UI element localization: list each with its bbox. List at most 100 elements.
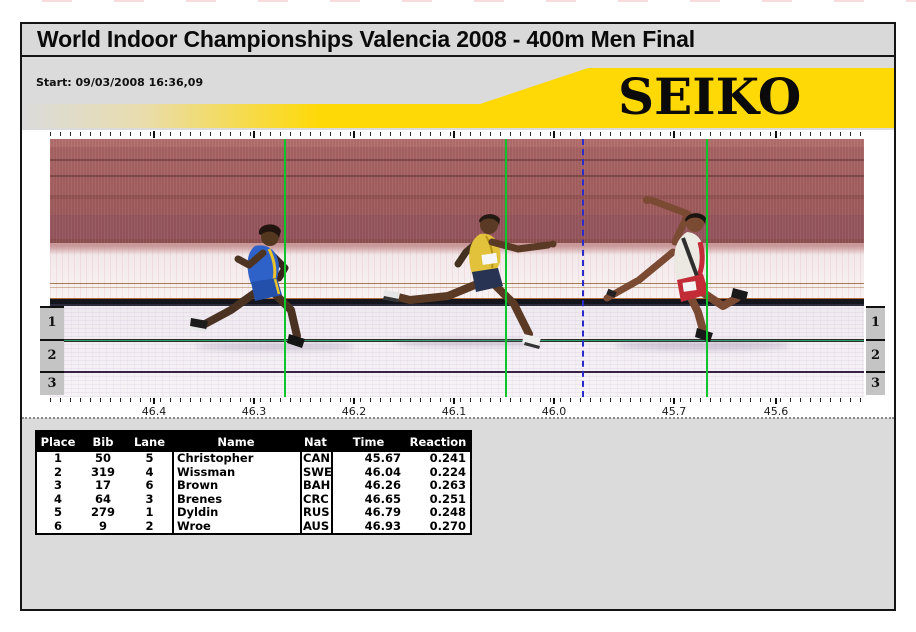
table-row: 1 50 5 Christopher CAN 45.67 0.241 <box>37 452 470 466</box>
major-tick <box>673 131 675 138</box>
cell-name: Brown <box>172 479 300 493</box>
rail-line <box>50 283 864 284</box>
runner-shadow <box>615 341 790 350</box>
timing-line-2 <box>505 139 507 397</box>
axis-label: 46.0 <box>524 398 584 418</box>
runner-shadow <box>395 339 545 346</box>
cell-name: Dyldin <box>172 506 300 520</box>
cell-name: Wroe <box>172 519 300 533</box>
major-tick <box>153 131 155 138</box>
cell-nat: CRC <box>300 492 331 506</box>
cell-nat: AUS <box>300 519 331 533</box>
table-row: 4 64 3 Brenes CRC 46.65 0.251 <box>37 492 470 506</box>
major-tick <box>453 131 455 138</box>
splice-line <box>582 139 584 397</box>
header-name: Name <box>217 435 255 449</box>
cell-lane: 2 <box>145 519 154 533</box>
lane-marker-right-1: 1 <box>866 306 885 339</box>
cell-lane: 1 <box>145 506 154 519</box>
table-row: 3 17 6 Brown BAH 46.26 0.263 <box>37 479 470 493</box>
cell-place: 4 <box>53 492 62 506</box>
cell-place: 6 <box>53 519 62 533</box>
cell-bib: 9 <box>98 519 107 533</box>
track-edge-band <box>50 298 864 306</box>
timing-line-1 <box>284 139 286 397</box>
cell-place: 5 <box>53 506 62 519</box>
time-axis-top-ticks <box>50 132 864 136</box>
cell-bib: 279 <box>90 506 115 519</box>
cell-time: 46.93 <box>331 519 406 533</box>
cell-place: 3 <box>53 479 62 492</box>
cell-reaction: 0.224 <box>429 465 466 479</box>
runner-yellow-singlet <box>383 214 557 349</box>
cell-name: Christopher <box>172 452 300 466</box>
cell-time: 46.04 <box>331 465 406 479</box>
major-tick <box>253 131 255 138</box>
cell-nat: CAN <box>300 452 331 466</box>
table-row: 5 279 1 Dyldin RUS 46.79 0.248 <box>37 506 470 520</box>
cell-place: 2 <box>53 465 62 479</box>
header-time: Time <box>352 435 385 449</box>
cell-nat: RUS <box>300 506 331 520</box>
axis-label: 46.3 <box>224 398 284 418</box>
runner-blue-singlet <box>189 224 305 348</box>
rail-line <box>50 287 864 288</box>
cell-name: Brenes <box>172 492 300 506</box>
lane-column-right: 1 2 3 <box>866 306 885 395</box>
track-banking-band <box>50 139 864 243</box>
lane-marker-left-3: 3 <box>40 371 64 395</box>
axis-label: 46.1 <box>424 398 484 418</box>
cell-nat: SWE <box>300 465 331 479</box>
runner-shadow <box>195 343 355 350</box>
section-separator <box>22 417 894 419</box>
lane-boundary-2-3 <box>50 371 864 373</box>
track-surface <box>50 306 864 397</box>
page-title: World Indoor Championships Valencia 2008… <box>37 26 695 52</box>
cell-bib: 64 <box>94 492 111 506</box>
header-nat: Nat <box>304 435 327 449</box>
cell-reaction: 0.248 <box>429 506 466 519</box>
title-bar: World Indoor Championships Valencia 2008… <box>20 22 896 57</box>
cell-bib: 319 <box>90 465 115 479</box>
axis-label: 46.4 <box>124 398 184 418</box>
cell-time: 46.26 <box>331 479 406 493</box>
cell-reaction: 0.241 <box>429 452 466 465</box>
cell-time: 45.67 <box>331 452 406 466</box>
header-place: Place <box>40 435 76 449</box>
table-row: 2 319 4 Wissman SWE 46.04 0.224 <box>37 465 470 479</box>
results-header-row: Place Bib Lane Name Nat Time Reaction <box>37 432 470 452</box>
lane-marker-left-1: 1 <box>40 306 64 339</box>
major-tick <box>353 131 355 138</box>
axis-label: 45.7 <box>644 398 704 418</box>
lane-marker-right-2: 2 <box>866 339 885 371</box>
cell-lane: 3 <box>145 492 154 506</box>
results-body: 1 50 5 Christopher CAN 45.67 0.241 2 319… <box>37 452 470 533</box>
header-bib: Bib <box>92 435 114 449</box>
cell-reaction: 0.263 <box>429 479 466 492</box>
cell-nat: BAH <box>300 479 331 493</box>
axis-label: 46.2 <box>324 398 384 418</box>
seiko-logo: SEIKO <box>618 67 802 126</box>
lane-marker-left-2: 2 <box>40 339 64 371</box>
header-reaction: Reaction <box>409 435 467 449</box>
cell-reaction: 0.251 <box>429 492 466 506</box>
start-time-label: Start: 09/03/2008 16:36,09 <box>36 76 204 89</box>
cell-time: 46.79 <box>331 506 406 520</box>
cell-lane: 5 <box>145 452 154 465</box>
cell-time: 46.65 <box>331 492 406 506</box>
cell-place: 1 <box>53 452 62 465</box>
cell-lane: 4 <box>145 465 154 479</box>
table-row: 6 9 2 Wroe AUS 46.93 0.270 <box>37 519 470 533</box>
cell-lane: 6 <box>145 479 154 492</box>
axis-label: 45.6 <box>746 398 806 418</box>
lane-column-left: 1 2 3 <box>40 306 64 395</box>
scan-artifact-dashes <box>0 0 916 2</box>
header-lane: Lane <box>133 435 166 449</box>
time-axis-bottom-ticks <box>50 398 864 402</box>
runner-white-red-singlet <box>603 196 748 342</box>
cell-bib: 50 <box>94 452 111 465</box>
lane-marker-right-3: 3 <box>866 371 885 395</box>
cell-reaction: 0.270 <box>429 519 466 533</box>
photo-finish-strip <box>50 139 864 397</box>
timing-line-3 <box>706 139 708 397</box>
